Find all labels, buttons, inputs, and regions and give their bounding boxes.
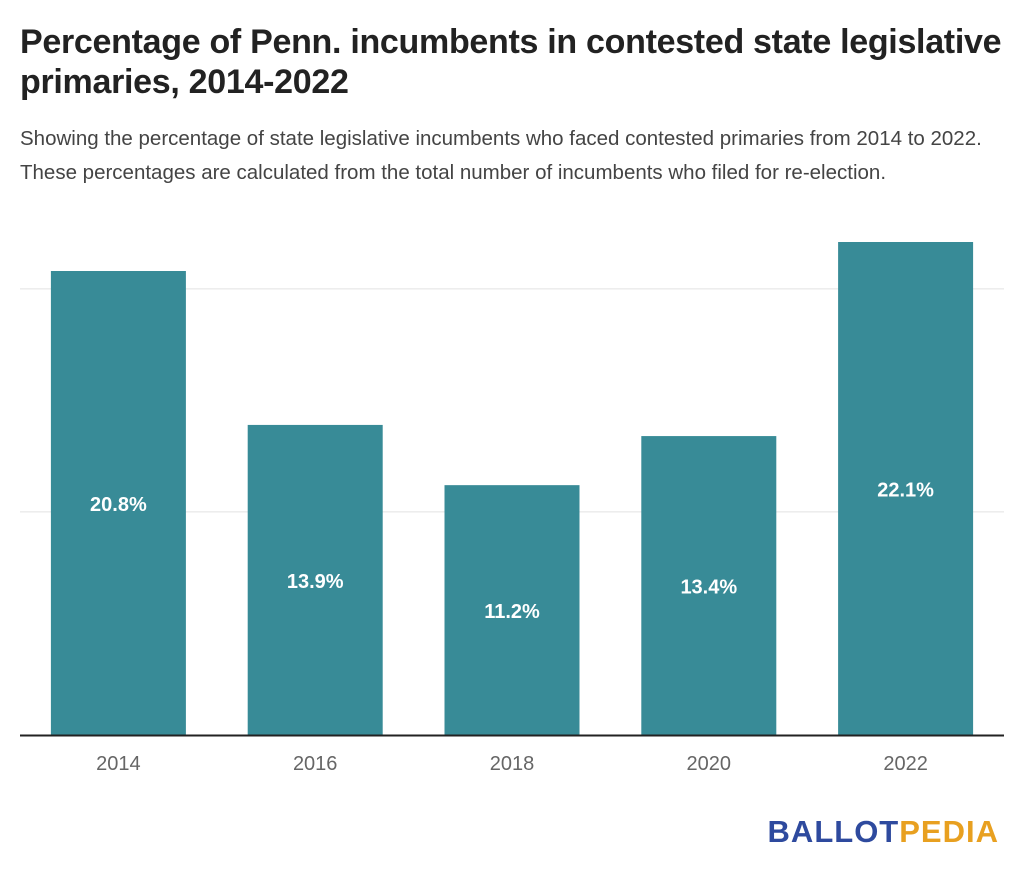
bar-2014 — [50, 271, 186, 735]
bar-2016 — [247, 424, 383, 735]
x-tick-label: 2016 — [293, 753, 338, 775]
bar-2020 — [641, 436, 777, 735]
bar-value-labels: 20.8% 13.9% 11.2% 13.4% 22.1% — [90, 480, 934, 624]
bar-value-label: 22.1% — [877, 480, 934, 502]
x-tick-label: 2022 — [883, 753, 928, 775]
bar-value-label: 13.4% — [680, 577, 737, 599]
chart-title: Percentage of Penn. incumbents in contes… — [20, 23, 1002, 101]
ballotpedia-logo: BALLOTPEDIA — [768, 814, 999, 850]
bar-value-label: 11.2% — [484, 601, 540, 623]
x-axis: 2014 2016 2018 2020 2022 — [20, 734, 1004, 775]
bar-value-label: 20.8% — [90, 494, 147, 516]
x-tick-label: 2018 — [490, 753, 535, 775]
bar-value-label: 13.9% — [287, 571, 344, 593]
bar-2022 — [838, 242, 974, 735]
bars — [50, 242, 974, 735]
x-tick-label: 2014 — [96, 753, 141, 775]
chart-subtitle: Showing the percentage of state legislat… — [20, 127, 982, 184]
logo-text-ballot: BALLOT — [767, 814, 900, 849]
x-tick-label: 2020 — [687, 753, 732, 775]
bar-2018 — [444, 485, 580, 735]
logo-text-pedia: PEDIA — [899, 814, 999, 849]
